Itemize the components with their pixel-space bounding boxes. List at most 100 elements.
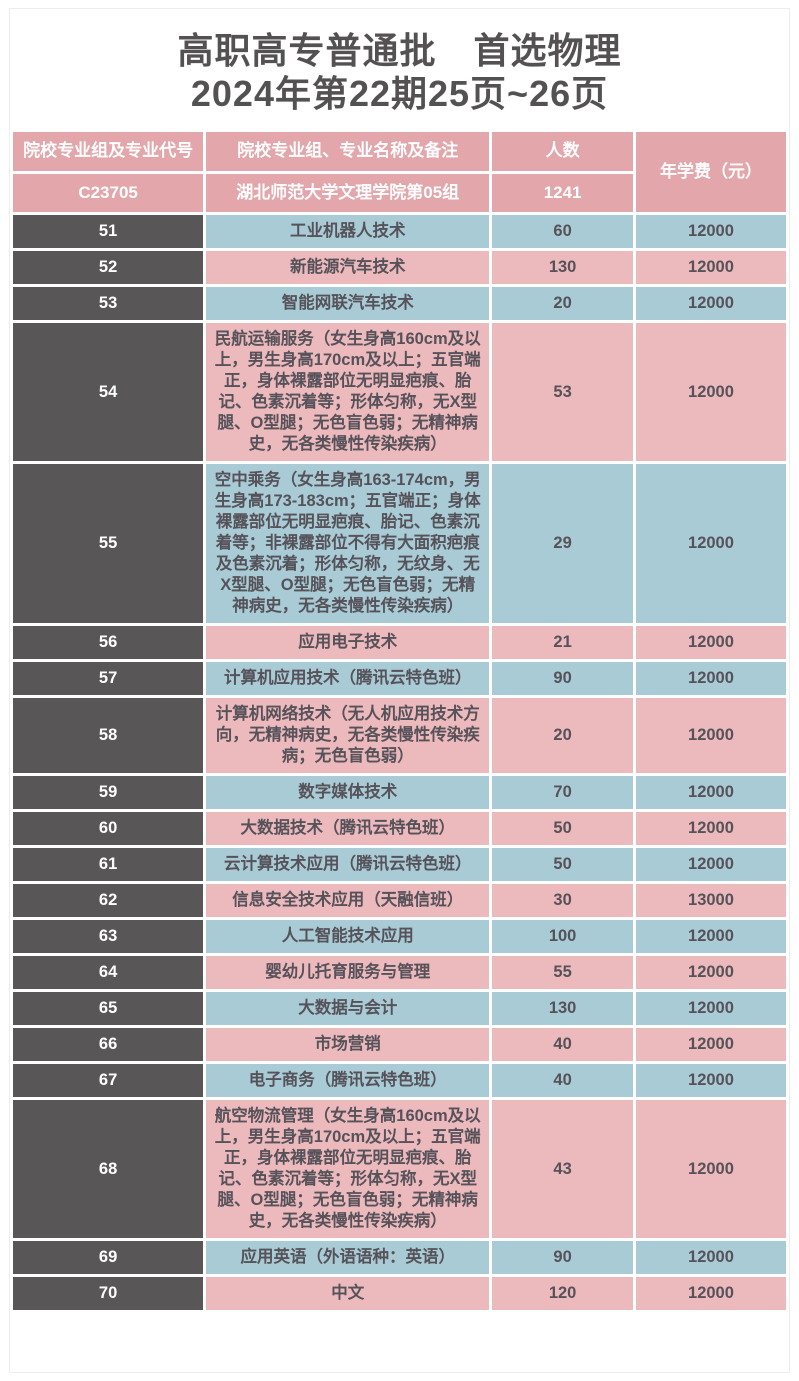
table-row: 59 数字媒体技术 70 12000 — [13, 776, 786, 810]
row-fee-cell: 12000 — [635, 1100, 786, 1239]
table-row: 51 工业机器人技术 60 12000 — [13, 215, 786, 249]
row-major-name-cell: 中文 — [206, 1277, 490, 1311]
row-code-cell: 53 — [13, 287, 204, 321]
row-code-cell: 59 — [13, 776, 204, 810]
row-code-cell: 55 — [13, 464, 204, 624]
row-code-cell: 67 — [13, 1064, 204, 1098]
table-row: 54 民航运输服务（女生身高160cm及以上，男生身高170cm及以上；五官端正，… — [13, 323, 786, 462]
row-fee-cell: 12000 — [635, 464, 786, 624]
header-annual-fee: 年学费（元） — [635, 132, 786, 213]
table-row: 67 电子商务（腾讯云特色班） 40 12000 — [13, 1064, 786, 1098]
row-fee-cell: 12000 — [635, 251, 786, 285]
row-code-cell: 60 — [13, 812, 204, 846]
row-code-cell: 65 — [13, 992, 204, 1026]
table-row: 65 大数据与会计 130 12000 — [13, 992, 786, 1026]
table-row: 52 新能源汽车技术 130 12000 — [13, 251, 786, 285]
document-sheet: 高职高专普通批 首选物理 2024年第22期25页~26页 院校专业组及专业代号… — [9, 8, 790, 1373]
row-code-cell: 61 — [13, 848, 204, 882]
table-body: 51 工业机器人技术 60 12000 52 新能源汽车技术 130 12000 53 智能网联汽… — [13, 215, 786, 1311]
row-count-cell: 60 — [492, 215, 633, 249]
row-count-cell: 20 — [492, 698, 633, 774]
title-line-1: 高职高专普通批 首选物理 — [177, 30, 622, 71]
table-row: 56 应用电子技术 21 12000 — [13, 626, 786, 660]
table-row: 62 信息安全技术应用（天融信班） 30 13000 — [13, 884, 786, 918]
row-code-cell: 63 — [13, 920, 204, 954]
row-major-name-cell: 航空物流管理（女生身高160cm及以上，男生身高170cm及以上；五官端正，身体… — [206, 1100, 490, 1239]
row-count-cell: 70 — [492, 776, 633, 810]
table-header-row: 院校专业组及专业代号 院校专业组、专业名称及备注 人数 年学费（元） — [13, 132, 786, 213]
row-major-name-cell: 大数据技术（腾讯云特色班） — [206, 812, 490, 846]
row-fee-cell: 12000 — [635, 992, 786, 1026]
row-major-name-cell: 婴幼儿托育服务与管理 — [206, 956, 490, 990]
row-major-name-cell: 空中乘务（女生身高163-174cm，男生身高173-183cm；五官端正；身体… — [206, 464, 490, 624]
row-fee-cell: 12000 — [635, 1277, 786, 1311]
row-code-cell: 66 — [13, 1028, 204, 1062]
row-count-cell: 53 — [492, 323, 633, 462]
row-count-cell: 50 — [492, 848, 633, 882]
table-row: 66 市场营销 40 12000 — [13, 1028, 786, 1062]
row-fee-cell: 12000 — [635, 848, 786, 882]
title-line-2: 2024年第22期25页~26页 — [190, 73, 609, 115]
row-code-cell: 57 — [13, 662, 204, 696]
table-row: 53 智能网联汽车技术 20 12000 — [13, 287, 786, 321]
table-row: 63 人工智能技术应用 100 12000 — [13, 920, 786, 954]
row-major-name-cell: 云计算技术应用（腾讯云特色班） — [206, 848, 490, 882]
row-major-name-cell: 应用英语（外语语种：英语） — [206, 1241, 490, 1275]
row-fee-cell: 12000 — [635, 323, 786, 462]
row-count-cell: 29 — [492, 464, 633, 624]
row-major-name-cell: 新能源汽车技术 — [206, 251, 490, 285]
row-major-name-cell: 人工智能技术应用 — [206, 920, 490, 954]
row-count-cell: 55 — [492, 956, 633, 990]
row-code-cell: 64 — [13, 956, 204, 990]
row-fee-cell: 12000 — [635, 1028, 786, 1062]
row-code-cell: 56 — [13, 626, 204, 660]
group-code: C23705 — [13, 173, 204, 213]
row-major-name-cell: 大数据与会计 — [206, 992, 490, 1026]
row-major-name-cell: 信息安全技术应用（天融信班） — [206, 884, 490, 918]
table-row: 60 大数据技术（腾讯云特色班） 50 12000 — [13, 812, 786, 846]
row-major-name-cell: 民航运输服务（女生身高160cm及以上，男生身高170cm及以上；五官端正，身体… — [206, 323, 490, 462]
row-major-name-cell: 智能网联汽车技术 — [206, 287, 490, 321]
row-count-cell: 130 — [492, 992, 633, 1026]
row-fee-cell: 12000 — [635, 776, 786, 810]
row-count-cell: 21 — [492, 626, 633, 660]
table-row: 57 计算机应用技术（腾讯云特色班） 90 12000 — [13, 662, 786, 696]
row-code-cell: 70 — [13, 1277, 204, 1311]
row-fee-cell: 12000 — [635, 1241, 786, 1275]
row-code-cell: 51 — [13, 215, 204, 249]
row-count-cell: 30 — [492, 884, 633, 918]
row-fee-cell: 12000 — [635, 215, 786, 249]
row-code-cell: 69 — [13, 1241, 204, 1275]
group-summary-row: C23705 湖北师范大学文理学院第05组 1241 — [13, 173, 786, 213]
row-fee-cell: 12000 — [635, 287, 786, 321]
row-code-cell: 52 — [13, 251, 204, 285]
row-count-cell: 40 — [492, 1028, 633, 1062]
row-fee-cell: 12000 — [635, 812, 786, 846]
group-count: 1241 — [492, 173, 633, 213]
row-fee-cell: 12000 — [635, 956, 786, 990]
page-title: 高职高专普通批 首选物理 2024年第22期25页~26页 — [10, 9, 789, 129]
row-major-name-cell: 数字媒体技术 — [206, 776, 490, 810]
row-count-cell: 100 — [492, 920, 633, 954]
row-count-cell: 43 — [492, 1100, 633, 1239]
row-code-cell: 58 — [13, 698, 204, 774]
table-row: 68 航空物流管理（女生身高160cm及以上，男生身高170cm及以上；五官端正，… — [13, 1100, 786, 1239]
row-count-cell: 130 — [492, 251, 633, 285]
row-count-cell: 40 — [492, 1064, 633, 1098]
row-code-cell: 54 — [13, 323, 204, 462]
header-count: 人数 — [492, 132, 633, 171]
row-major-name-cell: 电子商务（腾讯云特色班） — [206, 1064, 490, 1098]
row-major-name-cell: 应用电子技术 — [206, 626, 490, 660]
table-row: 55 空中乘务（女生身高163-174cm，男生身高173-183cm；五官端正；… — [13, 464, 786, 624]
row-code-cell: 68 — [13, 1100, 204, 1239]
table-row: 69 应用英语（外语语种：英语） 90 12000 — [13, 1241, 786, 1275]
row-fee-cell: 13000 — [635, 884, 786, 918]
row-fee-cell: 12000 — [635, 698, 786, 774]
row-major-name-cell: 市场营销 — [206, 1028, 490, 1062]
table-row: 70 中文 120 12000 — [13, 1277, 786, 1311]
admission-plan-table: 院校专业组及专业代号 院校专业组、专业名称及备注 人数 年学费（元） C2370… — [10, 129, 789, 1313]
row-count-cell: 90 — [492, 1241, 633, 1275]
row-code-cell: 62 — [13, 884, 204, 918]
row-major-name-cell: 计算机应用技术（腾讯云特色班） — [206, 662, 490, 696]
